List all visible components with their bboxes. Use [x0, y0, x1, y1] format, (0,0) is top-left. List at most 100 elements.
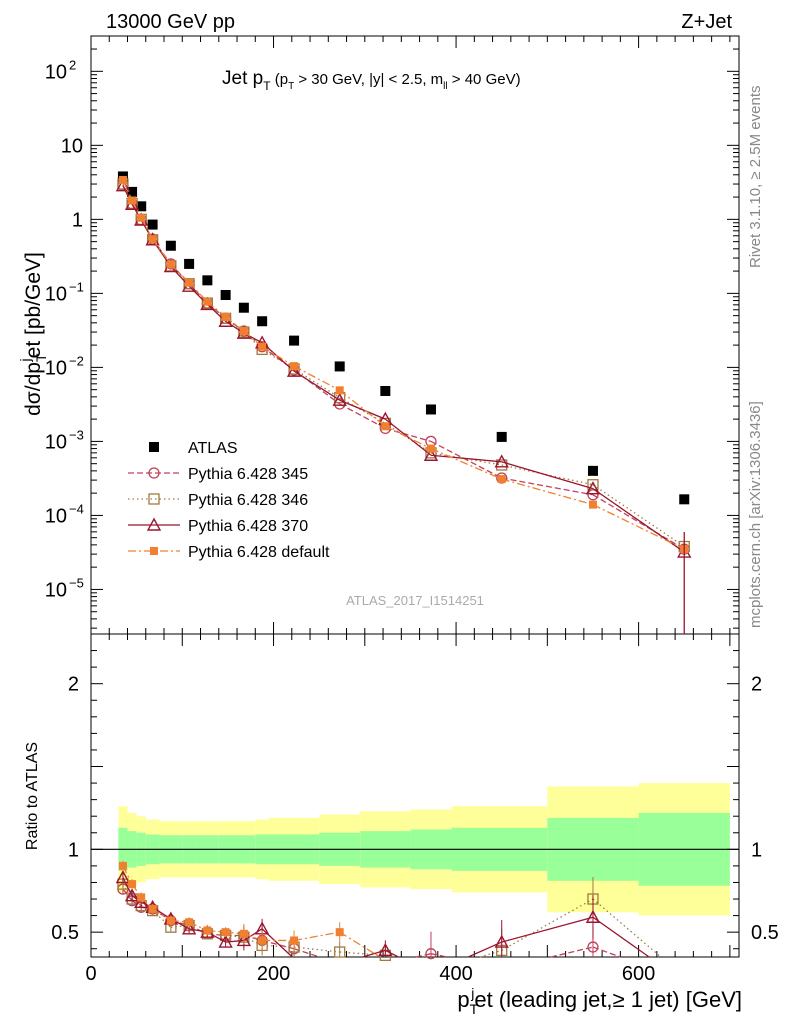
ratio-point — [290, 936, 299, 945]
ratio-line-segment — [467, 941, 502, 958]
ratio-line-segment — [122, 883, 133, 900]
ratio-point — [585, 909, 601, 923]
ratio-line-segment — [415, 953, 432, 958]
legend: ATLAS Pythia 6.428 345 Pythia 6.428 346 Pyt… — [128, 440, 330, 561]
series-line-segment — [592, 484, 685, 548]
ratio-point — [118, 861, 127, 870]
y-tick-label: 10 — [45, 579, 67, 601]
ratio-line-segment — [294, 946, 340, 953]
ratio-line-segment — [339, 931, 381, 958]
header-left: 13000 GeV pp — [106, 11, 235, 33]
series-point — [185, 278, 194, 287]
atlas-point — [238, 302, 249, 313]
ratio-line-segment — [207, 933, 226, 937]
series-line-segment — [339, 389, 386, 427]
series-line-segment — [501, 461, 594, 490]
series-line-segment — [384, 422, 432, 454]
y-tick-exponent: −5 — [69, 575, 84, 590]
ratio-line-segment — [592, 916, 650, 958]
text-labels: 13000 GeV pp Z+Jet Rivet 3.1.10, ≥ 2.5M … — [106, 11, 764, 628]
y-tick-label: 10 — [45, 505, 67, 527]
legend-label: Pythia 6.428 370 — [188, 518, 308, 535]
x-tick-label: 400 — [439, 963, 472, 985]
watermark: ATLAS_2017_I1514251 — [346, 593, 484, 608]
legend-marker — [146, 517, 162, 531]
atlas-point — [679, 494, 690, 505]
ratio-y-tick-label-right: 1 — [751, 839, 762, 861]
ratio-point — [258, 936, 267, 945]
y-tick-label: 10 — [45, 283, 67, 305]
ratio-line-segment — [550, 946, 594, 958]
series-line-segment — [339, 397, 386, 424]
legend-item: Pythia 6.428 345 — [128, 466, 308, 483]
series-line-segment — [261, 348, 295, 370]
atlas-point — [587, 465, 598, 476]
series-line-segment — [339, 399, 386, 420]
series-line-segment — [293, 368, 341, 399]
series-point — [497, 475, 506, 484]
main-series-layer — [115, 171, 692, 634]
legend-label: Pythia 6.428 345 — [188, 466, 308, 483]
ratio-point — [128, 880, 137, 889]
series-point — [290, 362, 299, 371]
series-point — [203, 297, 212, 306]
ratio-line-segment — [243, 928, 263, 941]
ratio-point — [425, 948, 437, 960]
series-point — [137, 213, 146, 222]
series-line-segment — [261, 346, 295, 367]
legend-label: Pythia 6.428 346 — [188, 492, 308, 509]
legend-marker — [148, 467, 160, 479]
ratio-y-tick-label-right: 2 — [751, 674, 762, 696]
ratio-y-tick-label-left: 1 — [68, 839, 79, 861]
series-point — [585, 481, 601, 495]
ratio-point — [203, 926, 212, 935]
series-line-segment — [152, 238, 172, 265]
atlas-point — [202, 275, 213, 286]
y-tick-label: 1 — [72, 209, 83, 231]
ratio-line-segment — [339, 951, 386, 956]
series-line-segment — [430, 452, 502, 466]
y-tick-exponent: −4 — [69, 501, 84, 516]
series-point — [494, 454, 509, 468]
ratio-point — [494, 934, 509, 948]
ratio-frame — [90, 633, 740, 958]
series-point — [128, 196, 137, 205]
ratio-pythia-6-428-345 — [117, 883, 621, 960]
atlas-point — [289, 335, 300, 346]
atlas-point — [136, 201, 147, 212]
series-line-segment — [385, 427, 432, 443]
ratio-point — [236, 932, 252, 947]
ratio-axes: 0.5 0.5 1 1 2 2 0 200 400 600 Ratio to ATLAS pTjet … — [24, 633, 779, 1017]
y-tick-exponent: −3 — [69, 427, 84, 442]
ratio-pythia-6-428-default — [118, 860, 381, 958]
x-tick-label: 600 — [622, 963, 655, 985]
legend-item: Pythia 6.428 default — [128, 544, 330, 561]
chart-title: Jet pT (pT > 30 GeV, |y| < 2.5, mll > 40… — [222, 68, 521, 93]
ratio-point — [334, 946, 346, 958]
y-tick-label: 10 — [45, 431, 67, 453]
series-line-segment — [384, 418, 432, 456]
y-tick-exponent: −2 — [69, 353, 84, 368]
ratio-line-segment — [188, 924, 208, 935]
ratio-series-layer — [115, 860, 662, 961]
y-tick-exponent: 2 — [69, 57, 76, 72]
ratio-point — [137, 893, 146, 902]
y-tick-label: 10 — [45, 357, 67, 379]
ratio-line-segment — [293, 931, 340, 942]
series-point — [423, 447, 439, 461]
legend-marker — [148, 493, 160, 505]
legend-marker — [149, 442, 159, 452]
x-axis-label: pTjet (leading jet,≥ 1 jet) [GeV] — [457, 985, 742, 1017]
ratio-line-segment — [385, 949, 399, 958]
ratio-point — [166, 916, 175, 925]
y-tick-label: 10 — [45, 61, 67, 83]
ratio-point — [181, 921, 197, 935]
y-axis-label: dσ/dpTjet [pb/GeV] — [17, 252, 49, 416]
header-right: Z+Jet — [681, 11, 732, 33]
ratio-point — [134, 894, 149, 909]
series-point — [239, 327, 248, 336]
ratio-point — [218, 934, 233, 948]
legend-label: Pythia 6.428 default — [188, 544, 330, 561]
ratio-line-segment — [430, 953, 447, 958]
